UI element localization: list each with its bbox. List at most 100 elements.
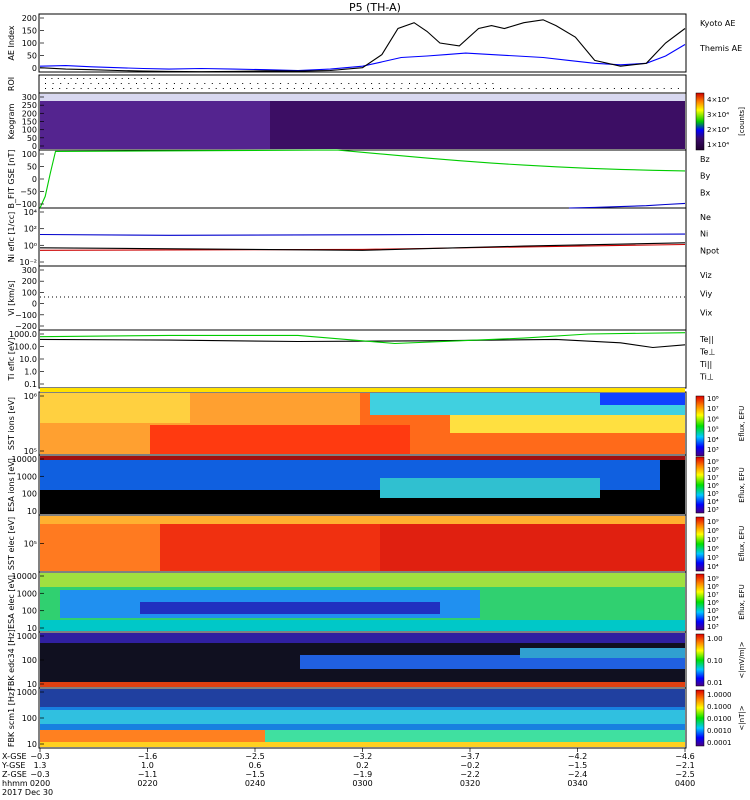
roi-dot [386, 88, 388, 89]
colorbar-tick-fbk2: 0.0100 [707, 715, 732, 723]
roi-dot [585, 88, 587, 89]
ylabel-ni: Ni eflc [1/cc] [7, 212, 16, 262]
roi-dot [363, 83, 365, 84]
xtick-label-x: −1.6 [138, 752, 157, 761]
roi-dot [153, 78, 155, 79]
ytick-ae: 100 [22, 39, 37, 48]
roi-dot [242, 83, 244, 84]
roi-dot [158, 83, 160, 84]
roi-dot [350, 88, 352, 89]
roi-dot [151, 88, 153, 89]
roi-dot [355, 83, 357, 84]
fbk-edc-band2 [300, 655, 685, 669]
roi-dot [365, 88, 366, 89]
colorbar-tick-esa2: 10⁹ [707, 575, 719, 583]
roi-dot [128, 83, 130, 84]
esa-ions-cyan [380, 478, 600, 498]
roi-dot [443, 88, 445, 89]
sst-elec-left [40, 516, 160, 571]
xaxis-row-label: Y-GSE [1, 761, 25, 770]
roi-dot [144, 88, 146, 89]
fbk-edc-bottom [40, 682, 685, 687]
roi-dot [215, 88, 217, 89]
xtick-label-z: −0.3 [30, 770, 49, 779]
roi-dot [592, 88, 594, 89]
roi-dot [528, 88, 530, 89]
ytick-esa2: 100 [22, 607, 37, 616]
sst-ions-corner [600, 393, 685, 405]
roi-dot [165, 88, 167, 89]
xtick-label-x: −0.3 [30, 752, 49, 761]
roi-dot [227, 83, 228, 84]
series-ti-0 [39, 338, 686, 349]
roi-dot [315, 88, 317, 89]
roi-dot [414, 88, 416, 89]
roi-dot [194, 88, 196, 89]
xtick-label-z: −1.9 [353, 770, 372, 779]
roi-dot [407, 88, 409, 89]
roi-dot [599, 88, 601, 89]
roi-dot [130, 88, 132, 89]
roi-dot [564, 88, 566, 89]
roi-dot [379, 88, 381, 89]
ytick-esa1: 10000 [12, 455, 37, 464]
ytick-keogram: 250 [22, 101, 37, 110]
roi-dot [670, 88, 672, 89]
roi-dot [542, 88, 544, 89]
roi-dot [196, 83, 198, 84]
colorbar-tick-sst1: 10³ [707, 446, 719, 454]
roi-dot [642, 88, 644, 89]
colorbar-tick-esa1: 10⁷ [707, 474, 719, 482]
colorbar-tick-fbk2: 0.1000 [707, 703, 732, 711]
ytick-sst2: 10⁵ [24, 540, 37, 549]
roi-dot [371, 83, 373, 84]
roi-dot [101, 88, 103, 89]
colorbar-tick-esa1: 10⁵ [707, 490, 719, 498]
fbk-scm-top [40, 689, 685, 707]
xtick-label-y: −0.2 [460, 761, 479, 770]
roi-dot [310, 83, 312, 84]
colorbar-label-esa2: Eflux, EFU [738, 584, 746, 619]
colorbar-tick-keogram: 2×10⁴ [707, 126, 729, 134]
roi-dot [421, 88, 423, 89]
roi-dot [70, 78, 72, 79]
sst-ions-upper-left [40, 393, 190, 423]
roi-dot [120, 83, 122, 84]
keogram-band [40, 101, 270, 149]
roi-dot [272, 83, 274, 84]
ytick-keogram: 0 [32, 142, 37, 151]
ytick-fbk1: 10 [27, 680, 37, 689]
legend-ti-1: Te⊥ [699, 348, 715, 357]
ytick-ti: 1.0 [24, 368, 37, 377]
roi-dot [143, 83, 145, 84]
esa-elec-dark [140, 602, 440, 614]
colorbar-tick-esa2: 10⁷ [707, 591, 719, 599]
roi-dot [400, 88, 402, 89]
roi-dot [393, 83, 395, 84]
roi-dot [628, 88, 630, 89]
roi-dot [64, 78, 66, 79]
ylabel-fbk1: FBK edc34 [Hz] [7, 629, 16, 690]
ytick-vi: 100 [22, 288, 37, 297]
xtick-label-y: 0.6 [249, 761, 262, 770]
roi-dot [302, 83, 304, 84]
legend-ti-2: Ti|| [699, 360, 712, 369]
roi-dot [409, 83, 410, 84]
ytick-keogram: 200 [22, 109, 37, 118]
fbk-scm-mid [40, 710, 685, 724]
roi-dot [96, 78, 98, 79]
roi-dot [493, 88, 494, 89]
roi-dot [454, 83, 456, 84]
roi-dot [478, 88, 480, 89]
xtick-label-z: −2.4 [568, 770, 587, 779]
vi-panel [38, 265, 687, 331]
line-layers [39, 19, 686, 349]
roi-dot [500, 88, 502, 89]
roi-dot [45, 88, 46, 89]
legend-ae-0: Kyoto AE [700, 19, 735, 28]
ytick-bfit: 100 [22, 150, 37, 159]
xtick-label-x: −2.5 [245, 752, 264, 761]
roi-dot [549, 88, 551, 89]
bfit-panel [38, 149, 687, 209]
